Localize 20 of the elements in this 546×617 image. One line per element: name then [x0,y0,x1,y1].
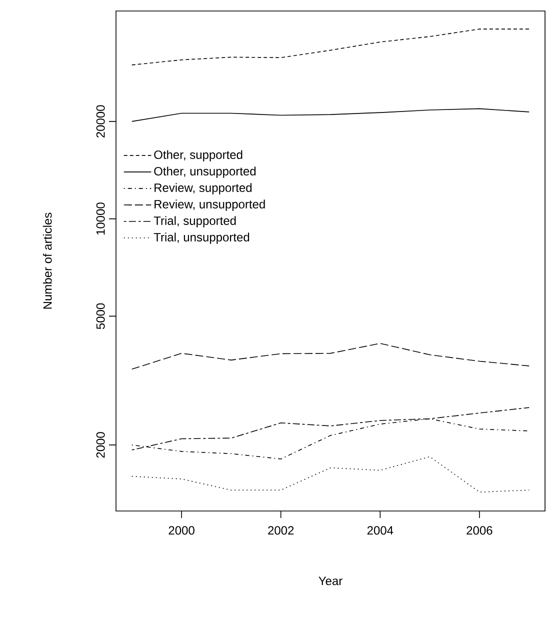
y-tick-label: 10000 [96,202,105,235]
y-axis-title: Number of articles [42,212,52,309]
legend-label: Review, supported [154,183,252,194]
line-series [131,343,530,370]
x-tick-label: 2006 [466,526,492,535]
y-tick-label: 2000 [96,432,105,458]
y-tick-label: 5000 [96,303,105,330]
legend-label: Review, unsupported [154,200,265,211]
legend-label: Trial, supported [154,216,236,228]
legend-label: Trial, unsupported [154,232,250,244]
x-axis-title: Year [318,576,342,586]
x-tick-label: 2000 [168,526,194,535]
y-tick-label: 20000 [96,105,105,138]
legend-label: Other, unsupported [154,166,256,178]
line-series [131,28,530,66]
line-series [131,108,530,122]
x-tick-label: 2004 [367,526,394,535]
line-series [131,456,530,492]
legend-label: Other, supported [154,150,242,162]
x-tick-label: 2002 [268,526,294,535]
